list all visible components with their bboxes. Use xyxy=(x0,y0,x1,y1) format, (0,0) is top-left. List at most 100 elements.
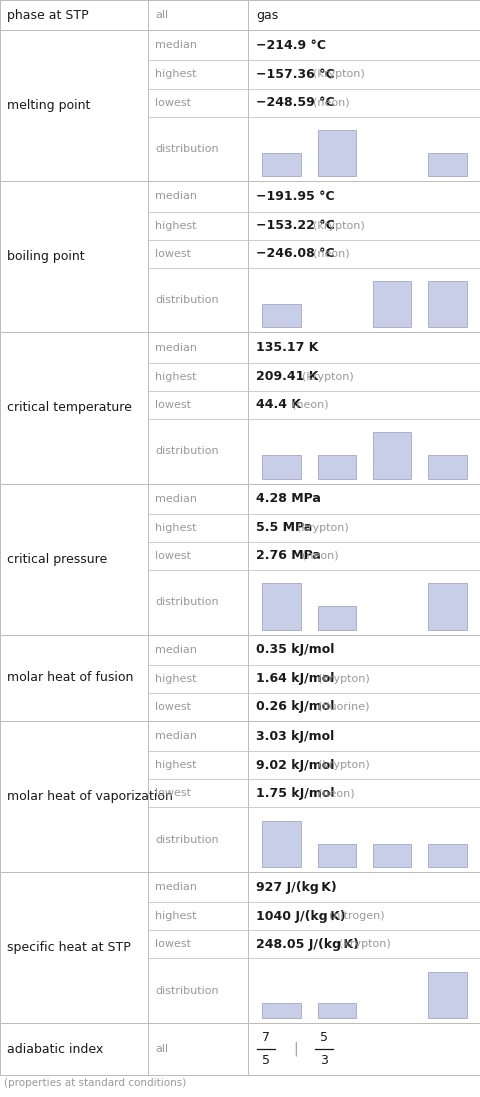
Bar xyxy=(317,129,356,177)
Text: median: median xyxy=(155,494,197,504)
Text: (neon): (neon) xyxy=(318,789,354,799)
Bar xyxy=(427,584,466,630)
Text: highest: highest xyxy=(155,674,196,683)
Text: 5: 5 xyxy=(319,1031,327,1044)
Text: −248.59 °C: −248.59 °C xyxy=(255,97,334,109)
Text: median: median xyxy=(155,41,197,50)
Text: 1.64 kJ/mol: 1.64 kJ/mol xyxy=(255,672,334,686)
Text: distribution: distribution xyxy=(155,597,218,608)
Text: (fluorine): (fluorine) xyxy=(318,702,369,712)
Text: 4.28 MPa: 4.28 MPa xyxy=(255,493,320,505)
Text: (neon): (neon) xyxy=(312,249,349,259)
Bar xyxy=(427,455,466,478)
Text: specific heat at STP: specific heat at STP xyxy=(7,941,131,954)
Text: 0.26 kJ/mol: 0.26 kJ/mol xyxy=(255,701,334,713)
Bar xyxy=(0,721,480,872)
Text: lowest: lowest xyxy=(155,939,191,949)
Text: molar heat of fusion: molar heat of fusion xyxy=(7,671,133,685)
Text: (krypton): (krypton) xyxy=(312,220,364,230)
Bar xyxy=(0,1024,480,1075)
Text: 209.41 K: 209.41 K xyxy=(255,370,318,383)
Text: critical temperature: critical temperature xyxy=(7,402,132,415)
Bar xyxy=(317,1003,356,1018)
Text: gas: gas xyxy=(255,9,277,22)
Text: 3.03 kJ/mol: 3.03 kJ/mol xyxy=(255,730,334,743)
Text: 927 J/(kg K): 927 J/(kg K) xyxy=(255,881,336,894)
Text: median: median xyxy=(155,645,197,655)
Text: 0.35 kJ/mol: 0.35 kJ/mol xyxy=(255,643,334,656)
Text: (krypton): (krypton) xyxy=(297,523,348,533)
Text: molar heat of vaporization: molar heat of vaporization xyxy=(7,790,172,803)
Text: median: median xyxy=(155,342,197,352)
Text: −246.08 °C: −246.08 °C xyxy=(255,247,334,260)
Text: all: all xyxy=(155,1044,168,1054)
Bar xyxy=(262,455,300,478)
Text: (krypton): (krypton) xyxy=(318,760,369,770)
Bar xyxy=(317,844,356,867)
Bar xyxy=(0,484,480,635)
Text: 248.05 J/(kg K): 248.05 J/(kg K) xyxy=(255,938,358,951)
Text: (nitrogen): (nitrogen) xyxy=(328,912,384,921)
Text: highest: highest xyxy=(155,523,196,533)
Text: 3: 3 xyxy=(319,1054,327,1067)
Text: distribution: distribution xyxy=(155,144,218,154)
Bar xyxy=(372,844,410,867)
Text: lowest: lowest xyxy=(155,551,191,561)
Text: highest: highest xyxy=(155,372,196,382)
Text: 1.75 kJ/mol: 1.75 kJ/mol xyxy=(255,787,334,800)
Bar xyxy=(0,872,480,1024)
Bar xyxy=(427,844,466,867)
Text: highest: highest xyxy=(155,220,196,230)
Text: lowest: lowest xyxy=(155,98,191,108)
Bar xyxy=(372,432,410,478)
Bar xyxy=(0,332,480,484)
Text: 44.4 K: 44.4 K xyxy=(255,398,300,411)
Text: lowest: lowest xyxy=(155,789,191,799)
Text: (krypton): (krypton) xyxy=(302,372,353,382)
Text: lowest: lowest xyxy=(155,249,191,259)
Text: (neon): (neon) xyxy=(302,551,338,561)
Text: median: median xyxy=(155,882,197,892)
Bar xyxy=(427,972,466,1018)
Text: 5: 5 xyxy=(262,1054,269,1067)
Bar xyxy=(262,1003,300,1018)
Bar xyxy=(262,154,300,177)
Text: boiling point: boiling point xyxy=(7,250,84,263)
Text: −214.9 °C: −214.9 °C xyxy=(255,38,325,52)
Bar xyxy=(0,181,480,332)
Text: all: all xyxy=(155,10,168,20)
Text: highest: highest xyxy=(155,912,196,921)
Bar xyxy=(0,635,480,721)
Text: melting point: melting point xyxy=(7,99,90,112)
Text: 135.17 K: 135.17 K xyxy=(255,341,318,354)
Text: adiabatic index: adiabatic index xyxy=(7,1042,103,1055)
Text: −191.95 °C: −191.95 °C xyxy=(255,190,334,203)
Bar xyxy=(262,304,300,327)
Text: 7: 7 xyxy=(262,1031,269,1044)
Text: (properties at standard conditions): (properties at standard conditions) xyxy=(4,1078,186,1088)
Text: 1040 J/(kg K): 1040 J/(kg K) xyxy=(255,909,345,923)
Bar xyxy=(262,821,300,867)
Text: (krypton): (krypton) xyxy=(312,69,364,79)
Text: critical pressure: critical pressure xyxy=(7,553,107,566)
Bar xyxy=(0,31,480,181)
Bar xyxy=(0,0,480,31)
Text: distribution: distribution xyxy=(155,295,218,305)
Bar xyxy=(317,455,356,478)
Text: phase at STP: phase at STP xyxy=(7,9,88,22)
Text: median: median xyxy=(155,731,197,742)
Bar xyxy=(262,584,300,630)
Text: 2.76 MPa: 2.76 MPa xyxy=(255,550,320,563)
Text: lowest: lowest xyxy=(155,399,191,410)
Text: lowest: lowest xyxy=(155,702,191,712)
Bar xyxy=(427,154,466,177)
Text: 5.5 MPa: 5.5 MPa xyxy=(255,521,312,534)
Text: distribution: distribution xyxy=(155,986,218,996)
Text: distribution: distribution xyxy=(155,446,218,456)
Text: highest: highest xyxy=(155,69,196,79)
Bar xyxy=(317,607,356,630)
Text: (krypton): (krypton) xyxy=(339,939,390,949)
Text: median: median xyxy=(155,192,197,202)
Text: −153.22 °C: −153.22 °C xyxy=(255,219,334,233)
Text: (neon): (neon) xyxy=(291,399,328,410)
